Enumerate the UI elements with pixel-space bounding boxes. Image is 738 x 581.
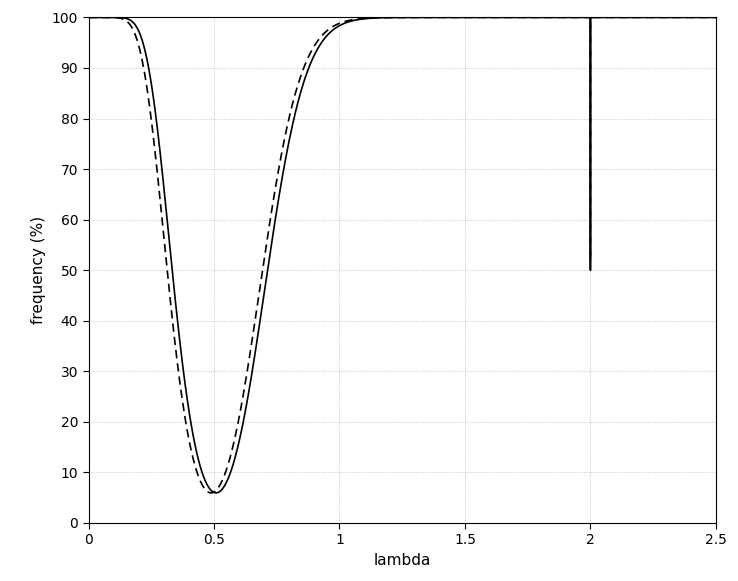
X-axis label: lambda: lambda xyxy=(373,553,431,568)
Y-axis label: frequency (%): frequency (%) xyxy=(31,216,46,324)
